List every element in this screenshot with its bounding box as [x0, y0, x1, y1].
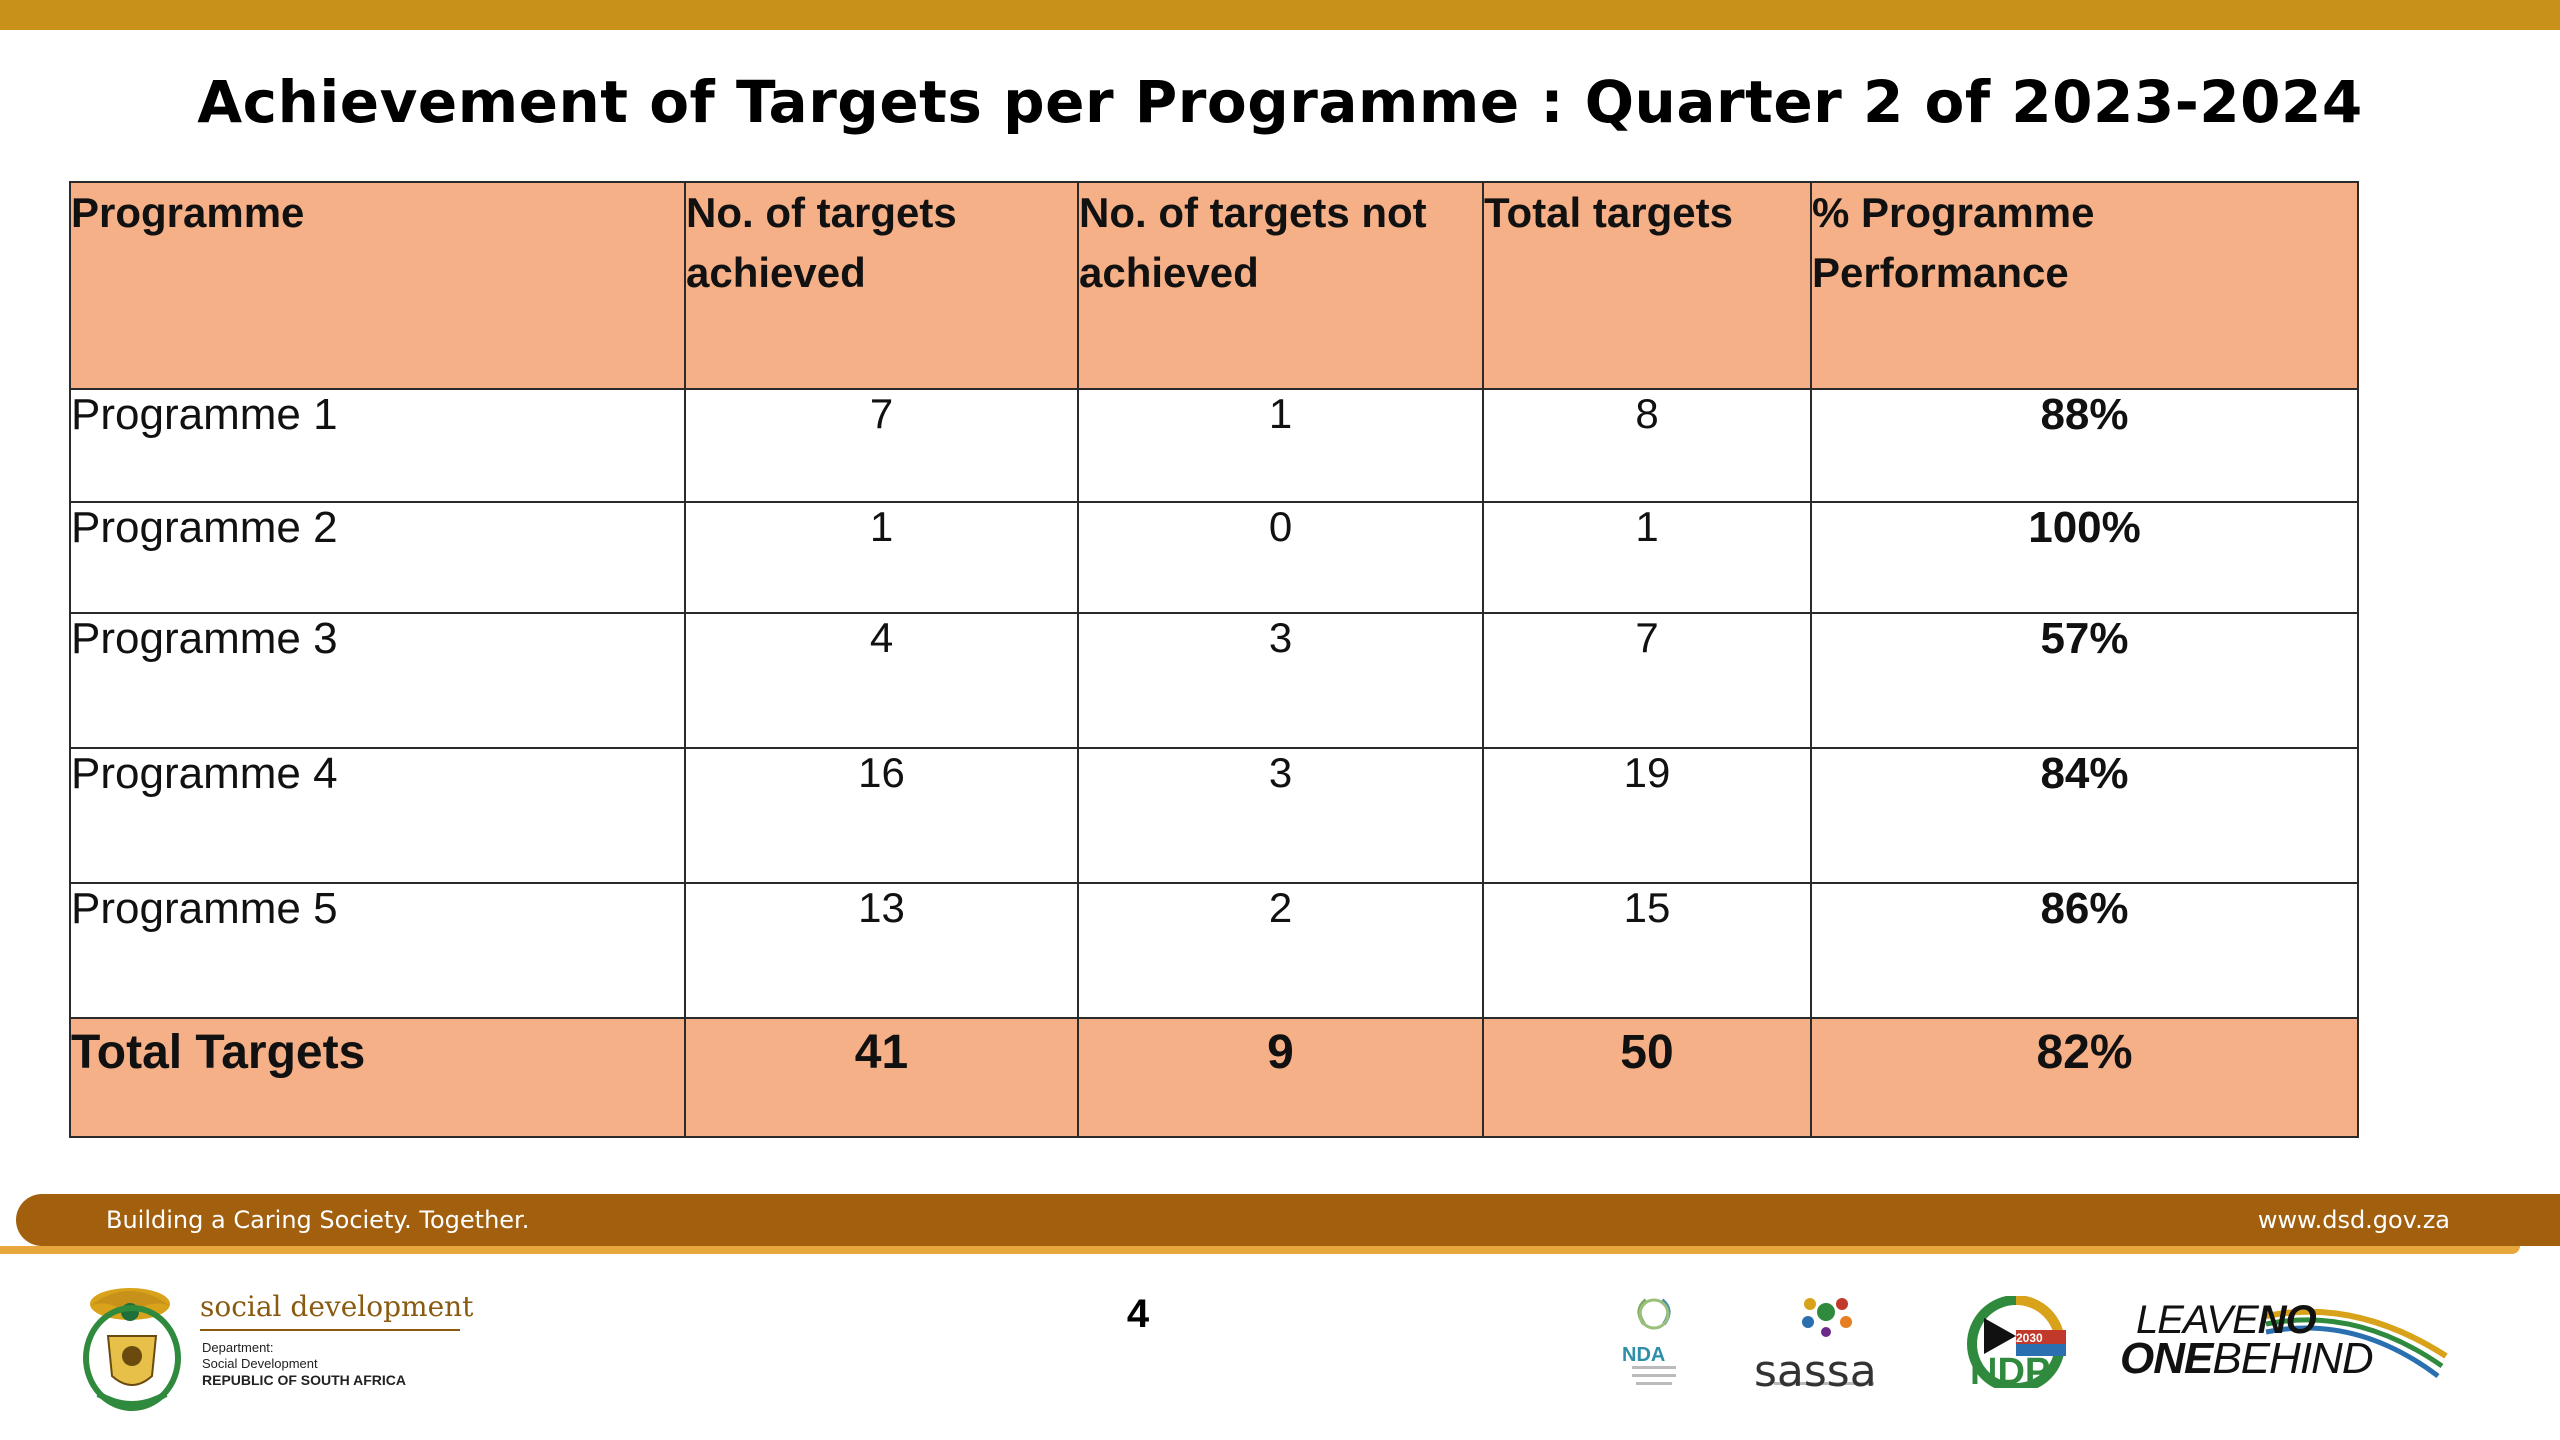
sassa-logo — [1774, 1298, 1874, 1385]
header-total-targets: Total targets — [1482, 181, 1812, 390]
achieved-cell: 16 — [684, 747, 1079, 884]
programme-cell: Programme 1 — [69, 388, 686, 503]
programme-cell: Programme 5 — [69, 882, 686, 1019]
total-cell: 19 — [1482, 747, 1812, 884]
not-achieved-cell: 3 — [1077, 612, 1484, 749]
table-row: Programme 3 4 3 7 57% — [69, 612, 2359, 749]
header-percent-performance: % Programme Performance — [1810, 181, 2359, 390]
total-cell: 1 — [1482, 501, 1812, 614]
achieved-cell: 4 — [684, 612, 1079, 749]
percent-cell: 100% — [1810, 501, 2359, 614]
total-cell: 15 — [1482, 882, 1812, 1019]
not-achieved-cell: 2 — [1077, 882, 1484, 1019]
total-cell: 8 — [1482, 388, 1812, 503]
dsd-name: social development — [200, 1290, 474, 1323]
not-achieved-cell: 1 — [1077, 388, 1484, 503]
footer-underline — [0, 1246, 2520, 1254]
header-programme: Programme — [69, 181, 686, 390]
table-row: Programme 1 7 1 8 88% — [69, 388, 2359, 503]
total-percent-cell: 82% — [1810, 1017, 2359, 1138]
total-label-cell: Total Targets — [69, 1017, 686, 1138]
programme-cell: Programme 4 — [69, 747, 686, 884]
percent-cell: 86% — [1810, 882, 2359, 1019]
percent-cell: 57% — [1810, 612, 2359, 749]
svg-text:2030: 2030 — [2016, 1331, 2043, 1345]
table-row: Programme 2 1 0 1 100% — [69, 501, 2359, 614]
percent-cell: 88% — [1810, 388, 2359, 503]
table-header-row: Programme No. of targets achieved No. of … — [69, 181, 2359, 390]
targets-table: Programme No. of targets achieved No. of … — [69, 181, 2359, 1138]
total-achieved-cell: 41 — [684, 1017, 1079, 1138]
leave-no-one-behind-logo — [2265, 1308, 2448, 1378]
achieved-cell: 7 — [684, 388, 1079, 503]
top-accent-bar — [0, 0, 2560, 30]
dsd-department-text: Department: Social Development REPUBLIC … — [202, 1340, 407, 1388]
programme-cell: Programme 3 — [69, 612, 686, 749]
table-total-row: Total Targets 41 9 50 82% — [69, 1017, 2359, 1138]
footer-band — [16, 1194, 2560, 1246]
header-not-achieved: No. of targets not achieved — [1077, 181, 1484, 390]
percent-cell: 84% — [1810, 747, 2359, 884]
page-number: 4 — [1126, 1292, 1150, 1336]
total-cell: 7 — [1482, 612, 1812, 749]
not-achieved-cell: 3 — [1077, 747, 1484, 884]
achieved-cell: 1 — [684, 501, 1079, 614]
svg-text:NDP: NDP — [1970, 1351, 2050, 1388]
total-targets-cell: 50 — [1482, 1017, 1812, 1138]
dsd-divider — [200, 1329, 460, 1331]
lnob-line1: LEAVENO — [2136, 1298, 2317, 1342]
footer-slogan: Building a Caring Society. Together. — [106, 1206, 530, 1234]
page-title: Achievement of Targets per Programme : Q… — [197, 68, 2363, 136]
nda-logo-text: NDA — [1622, 1344, 1666, 1366]
not-achieved-cell: 0 — [1077, 501, 1484, 614]
ndp-2030-logo: 2030 NDP — [1967, 1296, 2066, 1388]
table-row: Programme 5 13 2 15 86% — [69, 882, 2359, 1019]
total-not-achieved-cell: 9 — [1077, 1017, 1484, 1138]
nda-logo — [1632, 1298, 1676, 1385]
achieved-cell: 13 — [684, 882, 1079, 1019]
header-achieved: No. of targets achieved — [684, 181, 1079, 390]
coat-of-arms-logo — [83, 1288, 181, 1411]
lnob-line2: ONEBEHIND — [2120, 1334, 2374, 1383]
programme-cell: Programme 2 — [69, 501, 686, 614]
footer-website-link[interactable]: www.dsd.gov.za — [2257, 1206, 2450, 1234]
table-row: Programme 4 16 3 19 84% — [69, 747, 2359, 884]
sassa-logo-text: sassa — [1754, 1346, 1877, 1397]
